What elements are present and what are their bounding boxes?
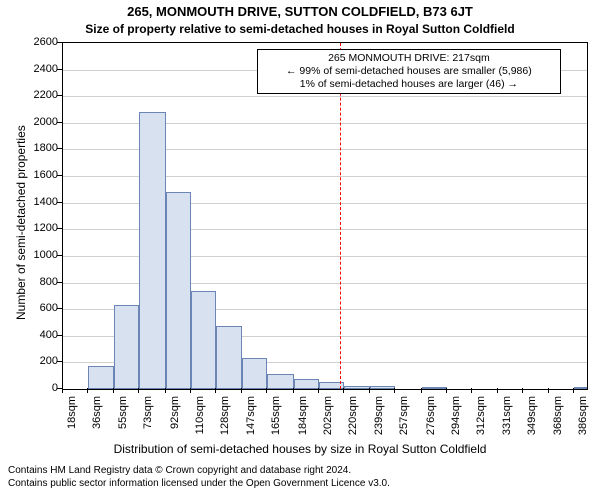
x-tick [548, 388, 549, 393]
footer-line: Contains public sector information licen… [8, 477, 600, 490]
x-tick [573, 388, 574, 393]
x-tick-label: 368sqm [552, 396, 564, 435]
y-tick [57, 308, 62, 309]
y-tick-label: 1600 [0, 169, 58, 181]
x-tick [446, 388, 447, 393]
x-tick [190, 388, 191, 393]
histogram-bar [88, 366, 114, 389]
x-tick-label: 36sqm [91, 396, 103, 429]
y-tick-label: 0 [0, 382, 58, 394]
x-tick [369, 388, 370, 393]
y-tick-label: 600 [0, 302, 58, 314]
x-tick-label: 202sqm [322, 396, 334, 435]
histogram-bar [370, 386, 395, 389]
y-tick [57, 175, 62, 176]
x-tick [241, 388, 242, 393]
x-tick [215, 388, 216, 393]
x-tick [394, 388, 395, 393]
y-tick-label: 1000 [0, 249, 58, 261]
figure: 265, MONMOUTH DRIVE, SUTTON COLDFIELD, B… [0, 0, 600, 500]
x-tick [87, 388, 88, 393]
y-tick [57, 42, 62, 43]
marker-line [340, 43, 341, 389]
y-tick-label: 1200 [0, 222, 58, 234]
histogram-bar [294, 379, 319, 389]
y-tick-label: 2400 [0, 63, 58, 75]
y-tick [57, 335, 62, 336]
x-tick [343, 388, 344, 393]
x-tick-label: 312sqm [475, 396, 487, 435]
x-tick-label: 18sqm [66, 396, 78, 429]
y-tick [57, 122, 62, 123]
annotation-line: 265 MONMOUTH DRIVE: 217sqm [264, 52, 554, 65]
x-tick-label: 294sqm [450, 396, 462, 435]
histogram-bar [216, 326, 242, 389]
histogram-bar [267, 374, 293, 389]
x-tick-label: 257sqm [398, 396, 410, 435]
x-tick-label: 349sqm [526, 396, 538, 435]
y-tick [57, 228, 62, 229]
plot-area: 265 MONMOUTH DRIVE: 217sqm← 99% of semi-… [62, 42, 588, 390]
y-tick-label: 200 [0, 355, 58, 367]
x-tick-label: 55sqm [117, 396, 129, 429]
annotation-line: ← 99% of semi-detached houses are smalle… [264, 65, 554, 78]
title-main: 265, MONMOUTH DRIVE, SUTTON COLDFIELD, B… [0, 4, 600, 19]
histogram-bar [422, 387, 447, 389]
x-tick [293, 388, 294, 393]
x-tick-label: 165sqm [270, 396, 282, 435]
x-axis-title: Distribution of semi-detached houses by … [0, 442, 600, 456]
x-tick [165, 388, 166, 393]
x-tick-label: 239sqm [373, 396, 385, 435]
x-tick-label: 92sqm [169, 396, 181, 429]
x-tick [113, 388, 114, 393]
x-tick [421, 388, 422, 393]
y-tick-label: 2200 [0, 89, 58, 101]
y-tick [57, 95, 62, 96]
x-tick [318, 388, 319, 393]
y-tick-label: 2600 [0, 36, 58, 48]
y-tick-label: 800 [0, 276, 58, 288]
x-tick-label: 220sqm [347, 396, 359, 435]
x-tick-label: 110sqm [194, 396, 206, 434]
x-tick [138, 388, 139, 393]
annotation-box: 265 MONMOUTH DRIVE: 217sqm← 99% of semi-… [257, 49, 561, 94]
y-tick-label: 400 [0, 329, 58, 341]
annotation-line: 1% of semi-detached houses are larger (4… [264, 78, 554, 91]
y-tick-label: 2000 [0, 116, 58, 128]
y-tick [57, 69, 62, 70]
x-tick [62, 388, 63, 393]
histogram-bar [574, 387, 587, 389]
y-tick [57, 148, 62, 149]
histogram-bar [242, 358, 267, 389]
gridline [63, 96, 587, 97]
histogram-bar [166, 192, 191, 389]
y-tick [57, 255, 62, 256]
x-tick [471, 388, 472, 393]
histogram-bar [139, 112, 165, 389]
x-tick-label: 147sqm [245, 396, 257, 435]
x-tick-label: 386sqm [577, 396, 589, 435]
subtitle: Size of property relative to semi-detach… [0, 22, 600, 36]
y-tick [57, 202, 62, 203]
y-tick [57, 361, 62, 362]
histogram-bar [191, 291, 216, 389]
x-tick-label: 73sqm [142, 396, 154, 429]
y-tick-label: 1400 [0, 196, 58, 208]
x-tick [497, 388, 498, 393]
x-tick [266, 388, 267, 393]
footer-attribution: Contains HM Land Registry data © Crown c… [0, 464, 600, 490]
x-tick-label: 331sqm [501, 396, 513, 435]
histogram-bar [114, 305, 139, 389]
histogram-bar [344, 386, 370, 389]
x-tick-label: 184sqm [297, 396, 309, 435]
x-tick-label: 128sqm [219, 396, 231, 435]
footer-line: Contains HM Land Registry data © Crown c… [8, 464, 600, 477]
y-tick [57, 282, 62, 283]
y-tick-label: 1800 [0, 142, 58, 154]
x-tick [522, 388, 523, 393]
x-tick-label: 276sqm [425, 396, 437, 435]
